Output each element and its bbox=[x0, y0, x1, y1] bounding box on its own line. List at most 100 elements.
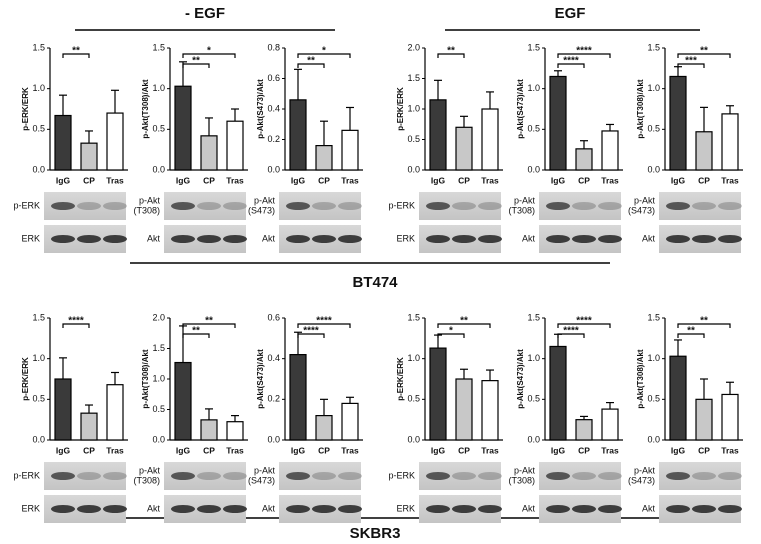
x-tick-label: Tras bbox=[226, 445, 244, 455]
significance-bracket bbox=[557, 53, 611, 58]
bar bbox=[481, 108, 499, 171]
significance-bracket bbox=[677, 53, 731, 58]
blot-band bbox=[426, 472, 450, 480]
blot-label: (S473) bbox=[248, 475, 275, 485]
y-tick-label: 0.0 bbox=[152, 434, 165, 444]
y-tick-label: 1.0 bbox=[407, 353, 420, 363]
blot-label: p-ERK bbox=[13, 200, 40, 210]
y-tick-label: 0.5 bbox=[407, 134, 420, 144]
error-bar bbox=[205, 408, 213, 420]
significance-label: ** bbox=[460, 316, 468, 327]
blot-band bbox=[452, 505, 476, 513]
blot-band bbox=[598, 472, 622, 480]
blot-band bbox=[572, 505, 596, 513]
significance-label: ** bbox=[307, 56, 315, 67]
significance-bracket bbox=[62, 323, 90, 328]
y-tick-label: 1.5 bbox=[32, 42, 45, 52]
blot-band bbox=[77, 472, 101, 480]
bar bbox=[455, 378, 473, 441]
y-axis-label: p-ERK/ERK bbox=[396, 357, 405, 401]
blot-band bbox=[718, 202, 742, 210]
significance-label: **** bbox=[576, 46, 592, 57]
error-bar bbox=[460, 368, 468, 379]
bar bbox=[721, 113, 739, 171]
x-tick-label: IgG bbox=[176, 445, 191, 455]
error-bar bbox=[231, 415, 239, 422]
x-tick-label: Tras bbox=[721, 175, 739, 185]
error-bar bbox=[111, 371, 119, 385]
bar bbox=[601, 130, 619, 171]
blot-label: p-Akt bbox=[634, 195, 656, 205]
error-bar bbox=[726, 381, 734, 395]
y-tick-label: 1.0 bbox=[152, 83, 165, 93]
significance-label: * bbox=[207, 46, 211, 57]
error-bar bbox=[434, 79, 442, 100]
significance-bracket bbox=[297, 323, 351, 328]
y-tick-label: 1.0 bbox=[527, 353, 540, 363]
blot-label: p-Akt bbox=[254, 465, 276, 475]
significance-bracket bbox=[182, 53, 236, 58]
blot-band bbox=[692, 472, 716, 480]
significance-label: **** bbox=[68, 316, 84, 327]
significance-label: ** bbox=[700, 46, 708, 57]
x-tick-label: CP bbox=[203, 175, 215, 185]
blot-band bbox=[718, 472, 742, 480]
y-axis-label: p-Akt(T308)/Akt bbox=[636, 79, 645, 138]
blot-band bbox=[223, 202, 247, 210]
blot-label: p-Akt bbox=[514, 465, 536, 475]
significance-label: * bbox=[322, 46, 326, 57]
y-tick-label: 2.0 bbox=[152, 312, 165, 322]
x-tick-label: CP bbox=[578, 175, 590, 185]
y-axis-label: p-Akt(S473)/Akt bbox=[256, 79, 265, 139]
blot-band bbox=[51, 472, 75, 480]
y-tick-label: 0.0 bbox=[267, 164, 280, 174]
blot-band bbox=[666, 202, 690, 210]
blot-band bbox=[692, 202, 716, 210]
y-tick-label: 1.5 bbox=[647, 42, 660, 52]
blot-band bbox=[452, 472, 476, 480]
y-axis-label: p-ERK/ERK bbox=[21, 357, 30, 401]
blot-band bbox=[286, 235, 310, 243]
y-tick-label: 0.5 bbox=[407, 394, 420, 404]
blot-band bbox=[77, 235, 101, 243]
y-tick-label: 1.5 bbox=[527, 312, 540, 322]
blot-band bbox=[478, 505, 502, 513]
blot-label: ERK bbox=[396, 233, 415, 243]
blot-band bbox=[223, 472, 247, 480]
y-tick-label: 0.5 bbox=[527, 124, 540, 134]
blot-band bbox=[718, 235, 742, 243]
error-bar bbox=[346, 106, 354, 131]
bar bbox=[174, 361, 192, 441]
blot-label: p-Akt bbox=[634, 465, 656, 475]
significance-bracket bbox=[677, 63, 705, 68]
x-tick-label: CP bbox=[318, 445, 330, 455]
x-tick-label: CP bbox=[578, 445, 590, 455]
significance-label: ** bbox=[192, 326, 200, 337]
error-bar bbox=[606, 401, 614, 410]
blot-band bbox=[478, 202, 502, 210]
blot-band bbox=[77, 202, 101, 210]
x-tick-label: CP bbox=[458, 445, 470, 455]
bar bbox=[315, 415, 333, 441]
significance-bracket bbox=[182, 323, 236, 328]
blot-band bbox=[197, 472, 221, 480]
significance-bracket bbox=[182, 63, 210, 68]
blot-band bbox=[103, 472, 127, 480]
error-bar bbox=[320, 398, 328, 416]
error-bar bbox=[346, 396, 354, 404]
y-axis-label: p-Akt(S473)/Akt bbox=[256, 349, 265, 409]
error-bar bbox=[460, 115, 468, 128]
blot-band bbox=[546, 235, 570, 243]
x-tick-label: IgG bbox=[431, 445, 446, 455]
x-tick-label: IgG bbox=[551, 445, 566, 455]
blot-band bbox=[666, 472, 690, 480]
x-tick-label: Tras bbox=[341, 175, 359, 185]
y-axis-label: p-ERK/ERK bbox=[396, 87, 405, 131]
blot-band bbox=[598, 202, 622, 210]
x-tick-label: Tras bbox=[481, 175, 499, 185]
x-tick-label: CP bbox=[698, 175, 710, 185]
blot-label: (S473) bbox=[248, 205, 275, 215]
significance-label: ** bbox=[700, 316, 708, 327]
significance-bracket bbox=[557, 333, 585, 338]
